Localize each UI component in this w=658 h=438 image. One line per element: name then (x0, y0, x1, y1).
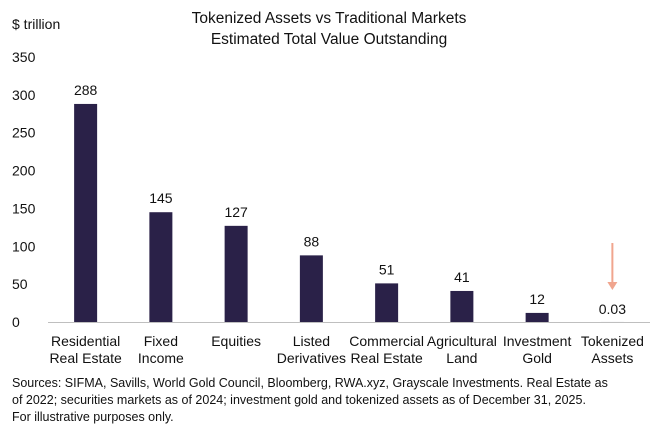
source-line-3: For illustrative purposes only. (12, 410, 174, 424)
data-label: 51 (379, 261, 395, 277)
bar (299, 255, 323, 322)
data-label: 0.03 (599, 301, 626, 317)
x-tick-label: Gold (522, 350, 552, 366)
x-tick-label: Land (446, 350, 477, 366)
x-tick-label: Derivatives (277, 350, 346, 366)
bar (224, 225, 248, 322)
y-axis-label: $ trillion (12, 16, 61, 32)
data-label: 88 (304, 233, 320, 249)
bar (375, 283, 399, 322)
bar (149, 212, 173, 322)
x-tick-label: Real Estate (350, 350, 423, 366)
data-label: 288 (74, 82, 98, 98)
source-line-2: of 2022; securities markets as of 2024; … (12, 393, 586, 407)
source-line-1: Sources: SIFMA, Savills, World Gold Coun… (12, 376, 608, 390)
x-tick-label: Fixed (144, 333, 178, 349)
arrow-down-icon (607, 282, 618, 290)
y-tick-label: 200 (12, 163, 36, 179)
y-tick-label: 100 (12, 238, 36, 254)
x-tick-label: Assets (591, 350, 633, 366)
chart-title-block: Tokenized Assets vs Traditional Markets … (0, 8, 658, 50)
y-tick-label: 150 (12, 200, 36, 216)
data-label: 41 (454, 269, 470, 285)
x-tick-label: Investment (503, 333, 572, 349)
chart-subtitle: Estimated Total Value Outstanding (210, 31, 448, 48)
bar (525, 312, 549, 322)
x-tick-label: Income (138, 350, 184, 366)
data-label: 127 (224, 204, 248, 220)
y-tick-label: 350 (12, 49, 36, 65)
chart-title: Tokenized Assets vs Traditional Markets (191, 10, 467, 27)
data-label: 12 (529, 291, 545, 307)
x-tick-label: Commercial (349, 333, 424, 349)
data-label: 145 (149, 190, 173, 206)
x-tick-label: Real Estate (49, 350, 122, 366)
bar (450, 290, 474, 322)
x-tick-label: Listed (293, 333, 330, 349)
y-tick-label: 50 (12, 276, 28, 292)
x-tick-label: Agricultural (427, 333, 497, 349)
source-note: Sources: SIFMA, Savills, World Gold Coun… (12, 375, 652, 426)
x-tick-label: Tokenized (581, 333, 644, 349)
y-tick-label: 300 (12, 87, 36, 103)
x-tick-label: Equities (211, 333, 261, 349)
bar (74, 103, 98, 322)
y-tick-label: 250 (12, 125, 36, 141)
x-tick-label: Residential (51, 333, 120, 349)
y-tick-label: 0 (12, 314, 20, 330)
